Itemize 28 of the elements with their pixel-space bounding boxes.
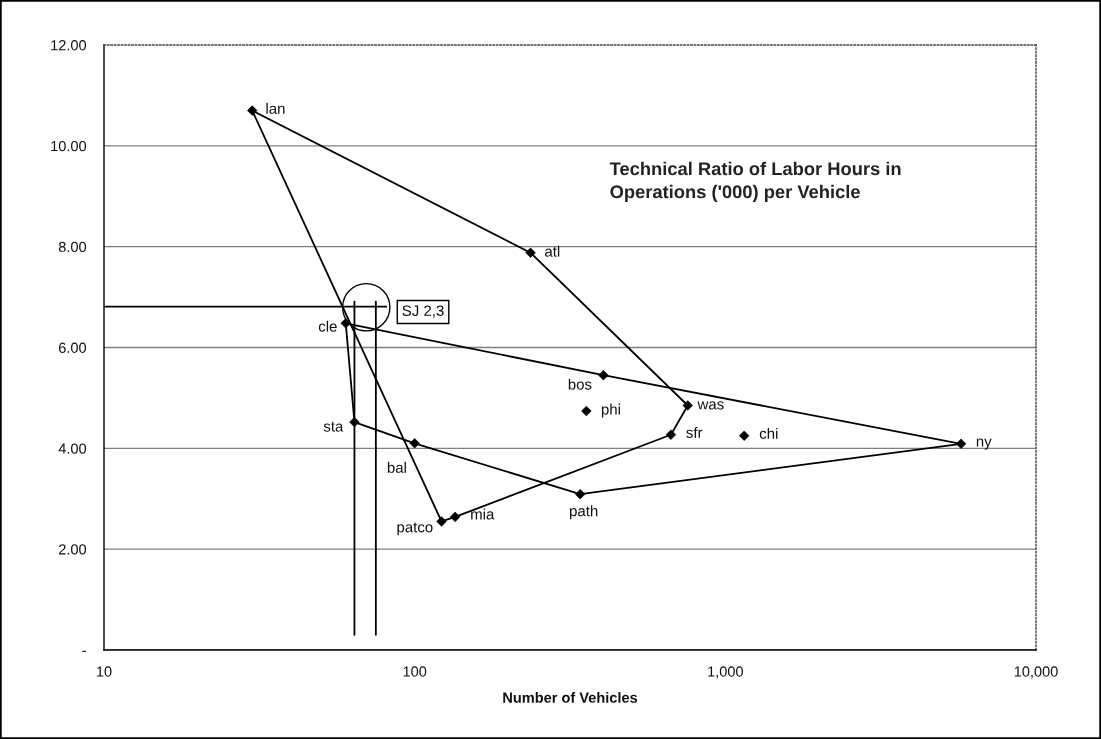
- series-label: was: [697, 401, 724, 410]
- series-label: cle: [318, 320, 337, 332]
- text: Technical Ratio of Labor Hours in Operations ('000) per Vehicle: [609, 161, 901, 202]
- y-tick-label: 4.00: [58, 443, 87, 454]
- x-tick-label: 1,000: [708, 666, 744, 679]
- series-label: phi: [601, 403, 620, 418]
- x-axis-title: Number of Vehicles: [503, 692, 638, 703]
- series-label: patco: [397, 522, 433, 536]
- y-tick-label: 6.00: [59, 342, 87, 353]
- series-label: mia: [471, 508, 495, 520]
- annotation: SJ 2,3: [402, 305, 444, 318]
- series-label: sfr: [686, 426, 703, 438]
- x-tick-label: 10: [97, 666, 112, 677]
- x-tick-label: 10,000: [1014, 666, 1058, 679]
- series-label: chi: [759, 427, 778, 439]
- series-label: atl: [545, 245, 560, 257]
- y-tick-label: 10.00: [51, 140, 87, 152]
- series-label: path: [570, 505, 598, 520]
- x-tick-label: 100: [403, 666, 427, 677]
- y-tick-label: 2.00: [58, 544, 87, 555]
- y-tick-label: 8.00: [58, 241, 87, 253]
- y-tick-label: 12.00: [51, 40, 87, 51]
- y-tick-label: -: [82, 650, 86, 652]
- series-label: bal: [387, 461, 406, 473]
- series-label: bos: [568, 378, 592, 390]
- series-label: lan: [266, 102, 285, 114]
- series-label: ny: [976, 438, 992, 450]
- series-label: sta: [323, 421, 344, 432]
